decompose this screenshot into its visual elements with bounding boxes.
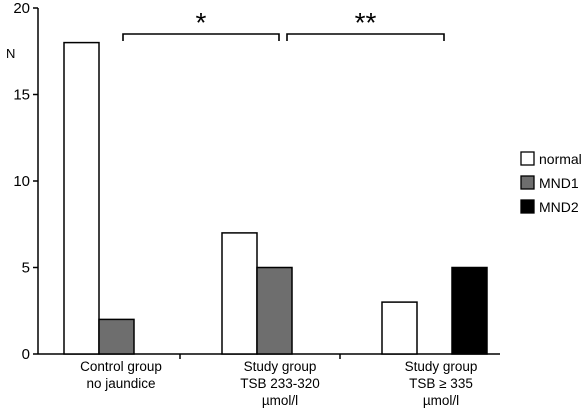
category-label: Study group TSB 233-320 µmol/l [240, 359, 320, 408]
legend-swatch-normal [520, 151, 535, 166]
bar-mnd2-2 [451, 266, 488, 355]
significance-bracket [286, 33, 445, 41]
significance-brackets: * ** [122, 7, 445, 41]
y-axis-label: N [6, 46, 15, 61]
bar-mnd1-1 [256, 266, 293, 355]
bar-normal-2 [381, 301, 418, 355]
significance-label: ** [355, 7, 377, 38]
bar-mnd1-0 [98, 318, 135, 355]
bar-normal-0 [63, 41, 100, 355]
y-tick-label: 5 [22, 260, 30, 277]
category-labels: Control group no jaundice Study group TSB 2… [80, 359, 477, 408]
bar-normal-1 [221, 232, 258, 355]
legend-swatch-mnd1 [520, 175, 535, 190]
y-tick-label: 0 [22, 346, 30, 363]
y-tick-label: 10 [13, 173, 30, 190]
legend: normal MND1 MND2 [520, 151, 582, 215]
significance-label: * [196, 7, 207, 38]
y-tick-label: 15 [13, 87, 30, 104]
y-tick-label: 20 [13, 0, 30, 17]
legend-swatch-mnd2 [520, 199, 535, 214]
legend-label-normal: normal [539, 151, 582, 167]
y-ticks: 0 5 10 15 20 [13, 0, 38, 363]
legend-label-mnd2: MND2 [539, 199, 579, 215]
legend-label-mnd1: MND1 [539, 175, 579, 191]
significance-bracket [122, 33, 280, 41]
bars [63, 41, 488, 355]
category-label: Study group TSB ≥ 335 µmol/l [405, 359, 478, 408]
category-label: Control group no jaundice [80, 359, 162, 391]
